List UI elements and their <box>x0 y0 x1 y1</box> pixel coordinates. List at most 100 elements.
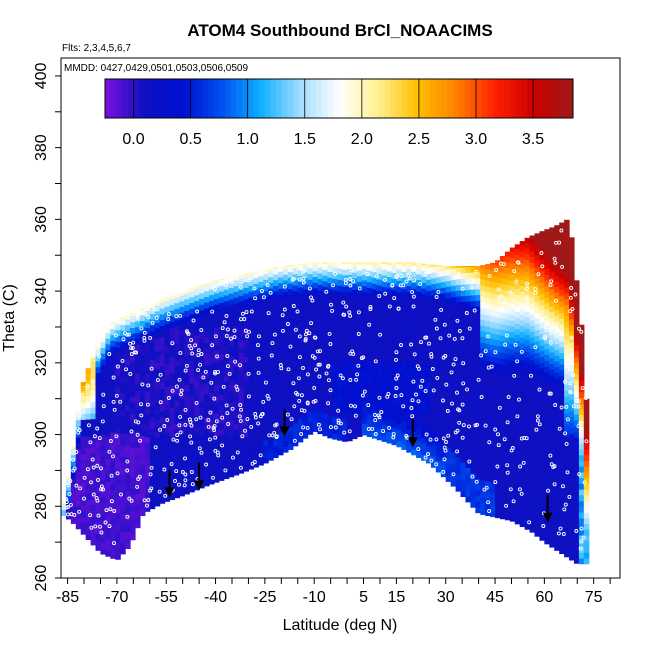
sample-point <box>142 330 147 335</box>
heatmap-cell <box>430 346 437 354</box>
heatmap-cell <box>416 365 422 372</box>
colorbar-swatch <box>179 79 186 118</box>
heatmap-cell <box>460 439 467 446</box>
heatmap-cell <box>144 373 151 380</box>
heatmap-cell <box>332 370 338 377</box>
heatmap-cell <box>554 527 560 534</box>
heatmap-cell <box>258 373 264 380</box>
heatmap-cell <box>85 459 92 466</box>
heatmap-cell <box>169 378 176 386</box>
heatmap-cell <box>499 294 506 302</box>
heatmap-cell <box>120 530 126 538</box>
heatmap-cell <box>519 423 526 430</box>
heatmap-cell <box>391 301 397 308</box>
heatmap-cell <box>199 332 205 340</box>
heatmap-cell <box>549 426 555 433</box>
heatmap-cell <box>386 437 393 444</box>
heatmap-cell <box>445 303 452 310</box>
sample-point <box>247 278 252 283</box>
heatmap-cell <box>130 396 136 403</box>
heatmap-cell <box>544 251 550 258</box>
heatmap-cell <box>544 308 550 315</box>
heatmap-cell <box>134 332 141 339</box>
heatmap-cell <box>238 438 245 445</box>
heatmap-cell <box>115 519 121 526</box>
heatmap-cell <box>534 266 541 273</box>
heatmap-cell <box>174 325 180 332</box>
heatmap-cell <box>184 390 190 397</box>
heatmap-cell <box>302 346 309 353</box>
heatmap-cell <box>90 475 97 483</box>
heatmap-cell <box>302 263 309 267</box>
sample-point <box>178 430 183 435</box>
heatmap-cell <box>149 422 156 429</box>
heatmap-cell <box>559 547 565 555</box>
heatmap-cell <box>204 457 210 464</box>
heatmap-cell <box>564 516 570 523</box>
heatmap-cell <box>554 228 560 236</box>
heatmap-cell <box>110 437 116 445</box>
sample-point <box>519 491 524 496</box>
colorbar-frame <box>104 78 574 119</box>
sample-point <box>441 355 446 360</box>
heatmap-cell <box>376 279 383 286</box>
heatmap-cell <box>105 435 111 442</box>
heatmap-cell <box>549 432 555 439</box>
heatmap-cell <box>268 396 274 404</box>
sample-point <box>198 415 203 420</box>
heatmap-cell <box>139 308 146 310</box>
arrow-markers <box>164 408 553 523</box>
dates-label: MMDD: 0427,0429,0501,0503,0506,0509 <box>64 63 248 74</box>
heatmap-cell <box>115 352 121 359</box>
heatmap-cell <box>440 401 447 409</box>
heatmap-cell <box>75 411 82 415</box>
heatmap-cell <box>499 312 506 319</box>
heatmap-cell <box>583 477 590 484</box>
heatmap-cell <box>495 374 501 381</box>
heatmap-cell <box>95 349 102 356</box>
heatmap-cell <box>248 417 254 424</box>
heatmap-cell <box>125 359 131 366</box>
sample-point <box>312 385 317 390</box>
heatmap-cell <box>499 255 506 262</box>
heatmap-cell <box>455 387 462 395</box>
heatmap-cell <box>189 290 195 298</box>
heatmap-cell <box>564 476 570 483</box>
sample-point <box>326 364 330 369</box>
heatmap-cell <box>248 359 254 367</box>
sample-point <box>131 340 136 345</box>
heatmap-cell <box>258 430 264 437</box>
heatmap-cell <box>233 325 240 333</box>
heatmap-cell <box>154 442 161 450</box>
heatmap-cell <box>347 320 353 327</box>
heatmap-cell <box>100 502 106 509</box>
heatmap-cell <box>425 264 432 269</box>
heatmap-cell <box>292 336 299 344</box>
sample-point <box>196 368 201 373</box>
heatmap-cell <box>524 500 531 507</box>
colorbar-swatch <box>441 79 448 118</box>
heatmap-cell <box>223 461 230 468</box>
heatmap-cell <box>564 390 570 397</box>
heatmap-cell <box>381 286 388 293</box>
heatmap-cell <box>529 440 536 447</box>
heatmap-cell <box>450 365 457 372</box>
heatmap-cell <box>421 263 427 266</box>
heatmap-cell <box>268 391 274 398</box>
heatmap-cell <box>292 319 299 326</box>
heatmap-cell <box>204 371 210 378</box>
heatmap-cell <box>208 386 215 393</box>
heatmap-cell <box>90 372 97 380</box>
sample-point <box>295 392 300 397</box>
sample-point <box>340 376 345 381</box>
heatmap-cell <box>381 395 388 402</box>
heatmap-cell <box>332 393 338 400</box>
sample-point <box>351 279 356 284</box>
sample-point <box>470 474 475 479</box>
heatmap-cell <box>485 394 491 402</box>
sample-point <box>554 298 558 303</box>
heatmap-cell <box>499 415 506 422</box>
sample-point <box>460 336 465 341</box>
heatmap-cell <box>554 515 560 523</box>
heatmap-cell <box>381 309 388 316</box>
